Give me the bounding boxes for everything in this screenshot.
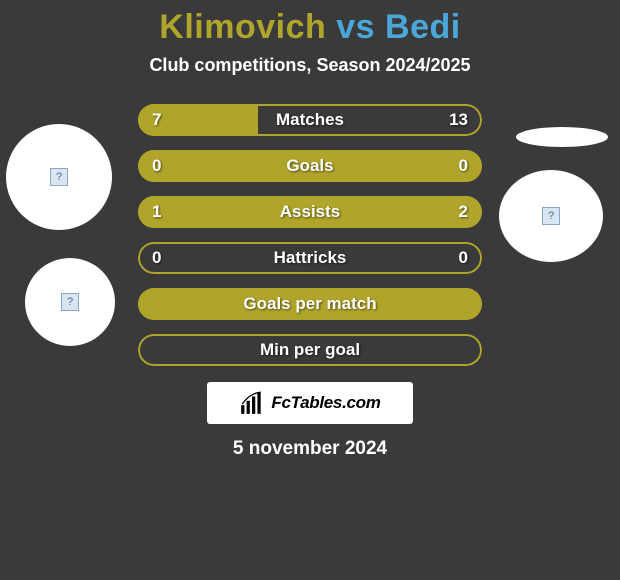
- stat-label: Matches: [276, 110, 344, 130]
- stat-left-value: 7: [152, 110, 161, 130]
- placeholder-icon: ?: [542, 207, 560, 225]
- stat-bar: 7 13 Matches: [138, 104, 482, 136]
- date-text: 5 november 2024: [0, 438, 620, 460]
- player2-photo: ?: [499, 170, 603, 262]
- player1-photo-small: ?: [25, 258, 115, 346]
- placeholder-icon: ?: [50, 168, 68, 186]
- stat-left-value: 0: [152, 248, 161, 268]
- player2-name: Bedi: [385, 8, 461, 46]
- stat-bar: 0 0 Hattricks: [138, 242, 482, 274]
- stat-bar: 1 2 Assists: [138, 196, 482, 228]
- player2-ellipse: [516, 127, 608, 147]
- stat-label: Goals per match: [243, 294, 376, 314]
- stats-bars: 7 13 Matches 0 0 Goals 1 2 Assists 0 0 Hattricks Goa…: [138, 104, 482, 366]
- stat-label: Min per goal: [260, 340, 360, 360]
- stat-label: Assists: [280, 202, 340, 222]
- subtitle: Club competitions, Season 2024/2025: [0, 55, 620, 76]
- stat-bar: Min per goal: [138, 334, 482, 366]
- stat-right-value: 0: [459, 156, 468, 176]
- stat-label: Goals: [286, 156, 333, 176]
- stat-left-value: 1: [152, 202, 161, 222]
- fctables-text: FcTables.com: [271, 393, 380, 413]
- vs-text: vs: [336, 8, 375, 46]
- stat-right-value: 2: [459, 202, 468, 222]
- fctables-icon: [239, 390, 265, 416]
- comparison-title: Klimovich vs Bedi: [0, 0, 620, 47]
- placeholder-icon: ?: [61, 293, 79, 311]
- stat-right-value: 0: [459, 248, 468, 268]
- stat-label: Hattricks: [274, 248, 347, 268]
- stat-bar: Goals per match: [138, 288, 482, 320]
- stat-left-value: 0: [152, 156, 161, 176]
- player1-name: Klimovich: [159, 8, 326, 46]
- fctables-badge: FcTables.com: [207, 382, 413, 424]
- stat-right-value: 13: [449, 110, 468, 130]
- player1-photo-large: ?: [6, 124, 112, 230]
- stat-bar: 0 0 Goals: [138, 150, 482, 182]
